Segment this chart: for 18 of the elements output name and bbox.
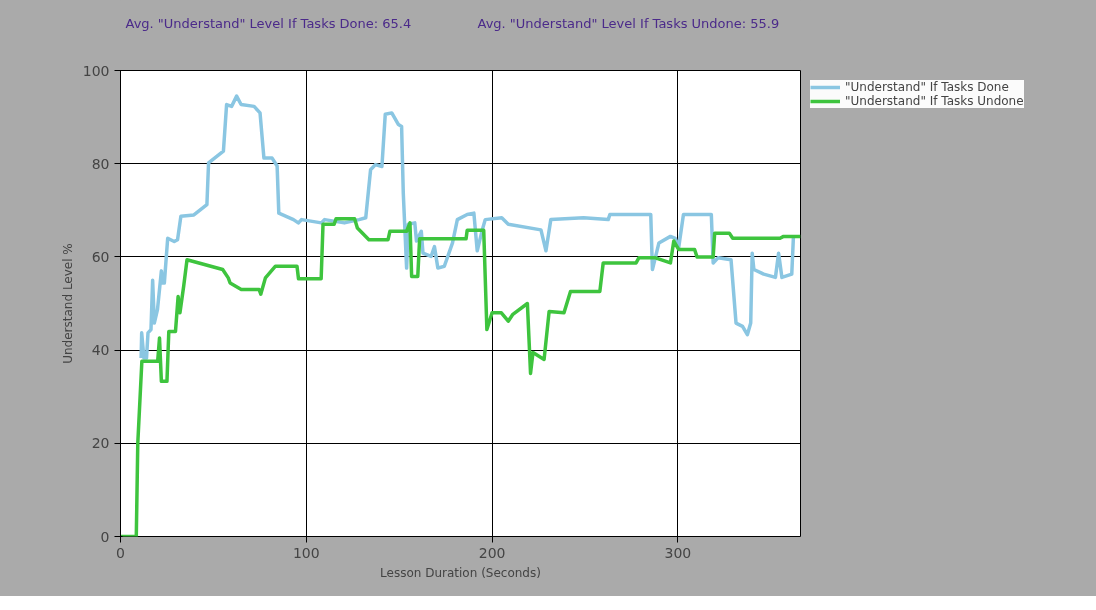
line-series (120, 216, 801, 537)
text: Avg. "Understand" Level If Tasks Undone: 55.9 (477, 16, 780, 31)
y-tick-label: 40 (91, 342, 110, 359)
y-tick-label: 0 (100, 528, 110, 545)
legend-label: "Understand" If Tasks Done (845, 80, 1009, 94)
x-axis-title: Lesson Duration (Seconds) (380, 565, 541, 580)
line-series (139, 94, 796, 360)
y-tick-label: 60 (91, 248, 110, 265)
y-tick-label: 20 (91, 435, 110, 452)
x-tick-label: 100 (292, 544, 320, 561)
x-tick-label: 200 (478, 544, 506, 561)
text: Avg. "Understand" Level If Tasks Done: 65.4 (125, 16, 412, 31)
x-tick-label: 0 (116, 544, 125, 561)
y-tick-label: 80 (91, 155, 110, 172)
legend-label: "Understand" If Tasks Undone (845, 94, 1024, 108)
x-tick-label: 300 (664, 544, 692, 561)
y-axis-title: Understand Level % (60, 243, 75, 364)
y-tick-label: 100 (82, 62, 110, 79)
